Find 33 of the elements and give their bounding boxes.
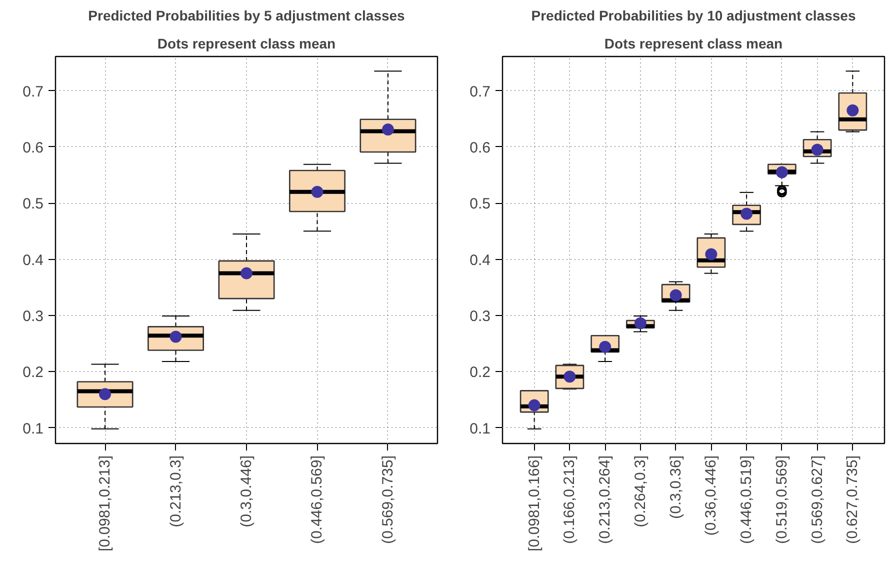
x-tick-label: (0.569,0.627] <box>808 455 826 544</box>
x-tick-label: (0.3,0.36] <box>667 455 684 519</box>
y-tick-label: 0.4 <box>22 252 44 269</box>
x-tick-label: (0.627,0.735] <box>844 455 862 544</box>
chart-subtitle: Dots represent class mean <box>604 36 783 52</box>
x-tick-label: (0.446,0.519] <box>738 455 756 544</box>
y-tick-label: 0.1 <box>22 420 44 438</box>
x-tick-label: (0.166,0.213] <box>561 455 578 544</box>
y-tick-label: 0.7 <box>470 83 491 100</box>
chart-subtitle: Dots represent class mean <box>157 36 336 52</box>
y-tick-label: 0.6 <box>22 139 44 156</box>
y-tick-label: 0.5 <box>470 196 491 213</box>
x-tick-label: (0.213,0.264] <box>596 455 614 544</box>
x-tick-label: (0.569,0.735] <box>379 455 396 544</box>
y-tick-label: 0.4 <box>470 252 491 269</box>
y-tick-label: 0.3 <box>22 308 44 325</box>
x-tick-label: (0.519,0.569] <box>773 455 790 544</box>
x-tick-label: (0.3,0.446] <box>238 456 255 528</box>
y-tick-label: 0.1 <box>470 420 491 438</box>
x-tick-label: (0.264,0.3] <box>632 456 649 528</box>
y-tick-label: 0.2 <box>470 364 491 382</box>
x-tick-label: [0.0981,0.213] <box>96 455 114 552</box>
y-tick-label: 0.2 <box>22 364 44 382</box>
y-tick-label: 0.3 <box>470 308 491 325</box>
chart-title: Predicted Probabilities by 5 adjustment classes <box>88 8 406 24</box>
x-tick-label: (0.213,0.3] <box>167 456 184 528</box>
x-tick-label: (0.36,0.446] <box>702 456 720 536</box>
x-tick-label: [0.0981,0.166] <box>526 455 543 552</box>
x-tick-label: (0.446,0.569] <box>308 455 326 544</box>
y-tick-label: 0.5 <box>22 196 44 213</box>
y-tick-label: 0.6 <box>470 139 491 156</box>
y-tick-label: 0.7 <box>22 83 44 100</box>
chart-title: Predicted Probabilities by 10 adjustment classes <box>531 8 856 24</box>
